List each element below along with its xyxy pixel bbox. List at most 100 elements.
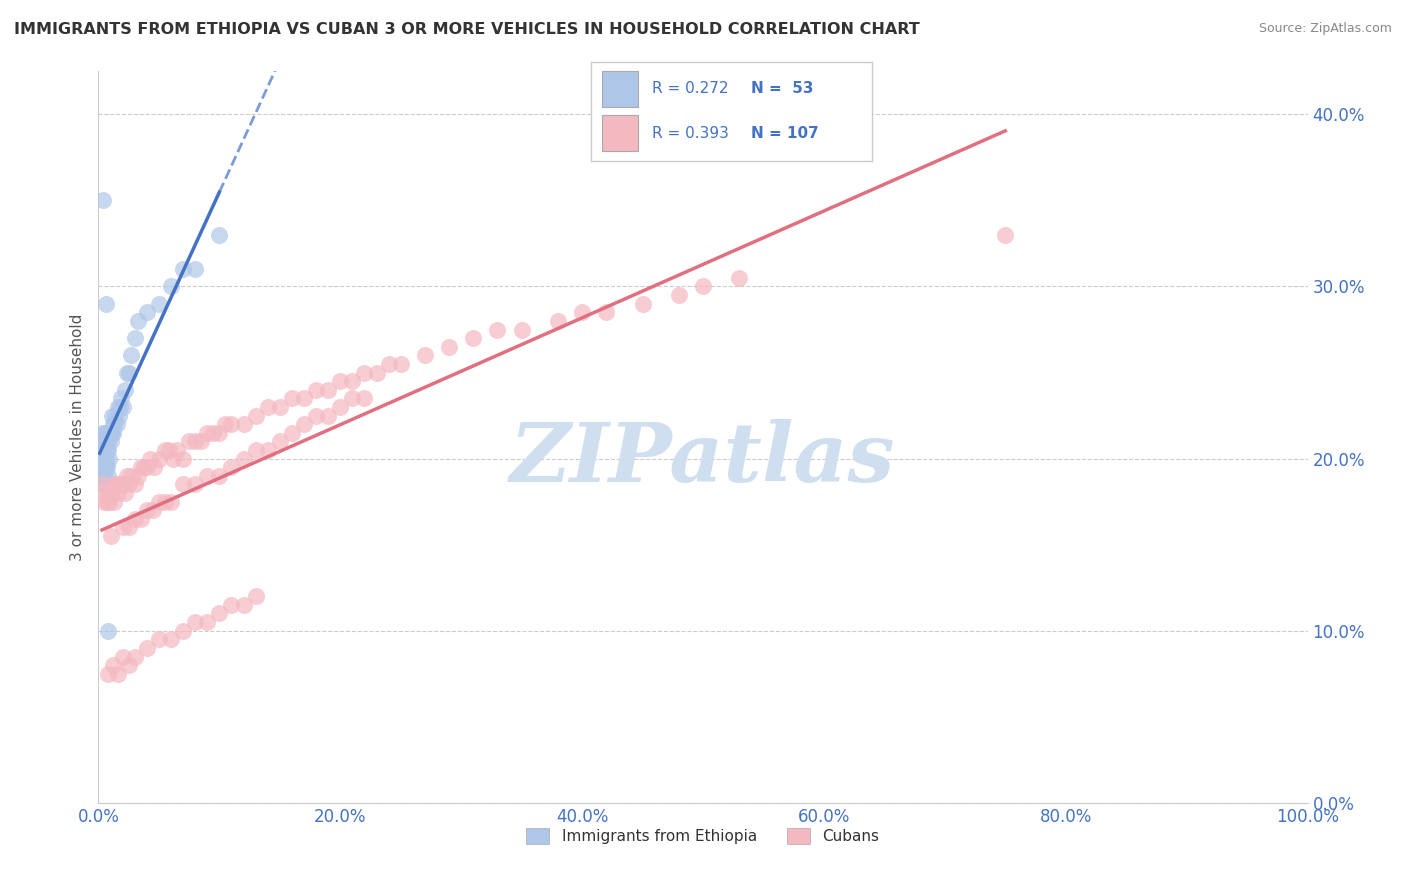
Point [221,417,243,432]
Point [281,425,304,440]
Point [91,442,114,457]
Point [111,400,134,414]
Point [292,392,315,406]
Point [305,383,328,397]
Point [342,374,364,388]
Point [153,442,176,457]
Point [104,409,127,423]
Point [353,366,375,380]
Point [96,494,118,508]
Point [221,598,243,612]
Point [160,494,183,508]
Point [162,451,184,466]
Point [172,624,194,638]
Point [184,262,207,277]
Text: IMMIGRANTS FROM ETHIOPIA VS CUBAN 3 OR MORE VEHICLES IN HOUSEHOLD CORRELATION CH: IMMIGRANTS FROM ETHIOPIA VS CUBAN 3 OR M… [14,22,920,37]
Point [91,468,114,483]
Point [221,460,243,475]
Point [292,417,315,432]
Point [728,271,751,285]
Point [111,477,134,491]
FancyBboxPatch shape [602,71,638,107]
Point [127,468,149,483]
Point [329,400,352,414]
Point [101,658,124,673]
Point [316,383,339,397]
Point [108,400,131,414]
Point [571,305,593,319]
Point [232,598,254,612]
Point [135,640,157,655]
Point [98,451,121,466]
Point [101,477,124,491]
Point [103,417,125,432]
Point [91,434,114,449]
Point [153,494,176,508]
Point [692,279,714,293]
Point [342,392,364,406]
Point [111,649,134,664]
Text: N = 107: N = 107 [751,126,818,141]
Point [437,340,460,354]
Point [184,477,207,491]
Point [245,589,267,603]
Point [160,279,183,293]
Point [172,477,194,491]
Point [353,392,375,406]
Point [214,417,236,432]
Point [91,194,114,208]
Point [91,425,114,440]
Point [97,486,120,500]
Point [124,512,146,526]
Point [97,624,120,638]
Point [100,486,122,500]
Point [93,460,115,475]
Point [110,392,132,406]
Point [329,374,352,388]
Point [148,451,170,466]
Point [124,477,146,491]
Point [208,425,231,440]
Point [595,305,617,319]
Point [366,366,388,380]
Point [120,348,142,362]
Point [97,666,120,681]
Point [107,486,129,500]
Point [117,366,139,380]
Text: N =  53: N = 53 [751,81,813,96]
Point [100,425,122,440]
Point [281,392,304,406]
Point [107,666,129,681]
Point [143,460,166,475]
Point [157,442,180,457]
Point [118,477,141,491]
Point [90,451,112,466]
Point [135,503,157,517]
Point [107,400,129,414]
Point [148,296,170,310]
Point [105,417,128,432]
Point [463,331,485,345]
Point [103,494,125,508]
Point [98,494,121,508]
FancyBboxPatch shape [602,115,638,151]
Point [184,434,207,449]
Text: ZIPatlas: ZIPatlas [510,419,896,499]
Point [118,520,141,534]
Point [389,357,412,371]
Point [97,468,120,483]
Point [96,442,118,457]
Point [89,460,111,475]
Point [208,607,231,621]
Point [97,434,120,449]
Point [172,262,194,277]
Point [94,451,117,466]
Text: Source: ZipAtlas.com: Source: ZipAtlas.com [1258,22,1392,36]
Point [135,305,157,319]
Point [148,632,170,647]
Point [166,442,188,457]
Point [139,451,162,466]
Point [105,477,128,491]
Point [129,512,152,526]
Point [202,425,225,440]
